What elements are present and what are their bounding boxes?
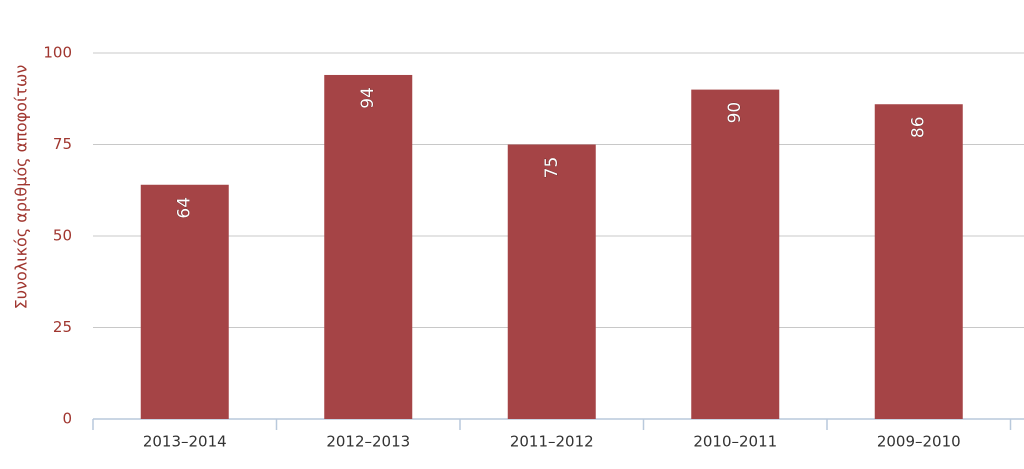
bar	[507, 144, 596, 419]
x-tick-label: 2013–2014	[143, 433, 227, 451]
value-label: 75	[542, 157, 562, 179]
value-label: 86	[909, 116, 929, 138]
y-tick-label: 75	[53, 135, 72, 153]
y-tick-label: 0	[62, 410, 72, 428]
y-tick-label: 25	[53, 318, 72, 336]
bar	[874, 104, 963, 420]
value-label: 90	[725, 102, 745, 124]
x-tick-label: 2010–2011	[693, 433, 777, 451]
y-tick-label: 50	[53, 227, 72, 245]
y-axis-title: Συνολικός αριθμός αποφοίτων	[12, 65, 31, 310]
y-tick-label: 100	[43, 44, 72, 62]
bar	[691, 89, 780, 419]
x-tick-label: 2011–2012	[510, 433, 594, 451]
value-label: 64	[175, 197, 195, 219]
value-label: 94	[358, 87, 378, 109]
x-tick-label: 2009–2010	[877, 433, 961, 451]
x-tick-label: 2012–2013	[326, 433, 410, 451]
bar	[324, 74, 413, 420]
bar	[140, 184, 229, 419]
